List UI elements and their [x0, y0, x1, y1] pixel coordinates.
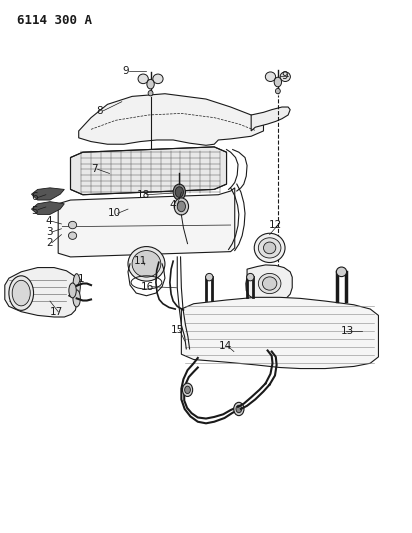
Ellipse shape: [9, 276, 33, 310]
Polygon shape: [251, 107, 290, 131]
Polygon shape: [181, 297, 379, 368]
Ellipse shape: [153, 74, 163, 84]
Ellipse shape: [206, 273, 213, 281]
Polygon shape: [246, 265, 292, 301]
Ellipse shape: [274, 77, 281, 87]
Ellipse shape: [280, 72, 290, 82]
Ellipse shape: [173, 184, 185, 200]
Text: 18: 18: [137, 190, 150, 200]
Text: 10: 10: [108, 208, 122, 219]
Ellipse shape: [175, 187, 183, 197]
Ellipse shape: [177, 201, 185, 212]
Text: 13: 13: [341, 326, 354, 336]
Text: 12: 12: [268, 220, 282, 230]
Polygon shape: [70, 147, 227, 195]
Text: 9: 9: [281, 71, 288, 81]
Text: 6: 6: [31, 192, 38, 203]
Text: 9: 9: [123, 67, 129, 76]
Ellipse shape: [258, 273, 281, 294]
Text: 3: 3: [46, 227, 52, 237]
Ellipse shape: [183, 383, 193, 397]
Ellipse shape: [147, 79, 154, 89]
Polygon shape: [58, 188, 235, 257]
Text: 4: 4: [169, 200, 176, 211]
Text: 7: 7: [91, 164, 98, 174]
Text: 2: 2: [46, 238, 52, 247]
Ellipse shape: [265, 72, 276, 82]
Text: 6114 300 A: 6114 300 A: [17, 14, 92, 27]
Text: 5: 5: [31, 206, 38, 216]
Ellipse shape: [247, 273, 254, 281]
Ellipse shape: [336, 267, 346, 277]
Ellipse shape: [236, 405, 242, 413]
Text: 11: 11: [133, 256, 147, 266]
Ellipse shape: [234, 402, 244, 416]
Text: 4: 4: [46, 216, 52, 227]
Polygon shape: [31, 201, 64, 214]
Ellipse shape: [262, 277, 277, 290]
Ellipse shape: [68, 221, 77, 229]
Ellipse shape: [68, 232, 77, 239]
Ellipse shape: [254, 233, 285, 263]
Text: 15: 15: [171, 325, 184, 335]
Text: 17: 17: [49, 306, 63, 317]
Text: 16: 16: [141, 282, 154, 292]
Ellipse shape: [73, 273, 80, 297]
Ellipse shape: [132, 251, 161, 277]
Ellipse shape: [275, 88, 280, 94]
Ellipse shape: [264, 242, 276, 254]
Polygon shape: [79, 94, 264, 146]
Polygon shape: [31, 188, 64, 200]
Ellipse shape: [12, 280, 30, 306]
Text: 8: 8: [97, 106, 103, 116]
Ellipse shape: [258, 238, 281, 258]
Ellipse shape: [69, 283, 76, 298]
Ellipse shape: [185, 386, 190, 393]
Ellipse shape: [174, 198, 189, 215]
Ellipse shape: [128, 247, 165, 281]
Ellipse shape: [148, 91, 153, 96]
Ellipse shape: [138, 74, 148, 84]
Text: 1: 1: [77, 274, 84, 284]
Polygon shape: [5, 268, 77, 317]
Ellipse shape: [73, 290, 80, 307]
Text: 14: 14: [219, 341, 232, 351]
